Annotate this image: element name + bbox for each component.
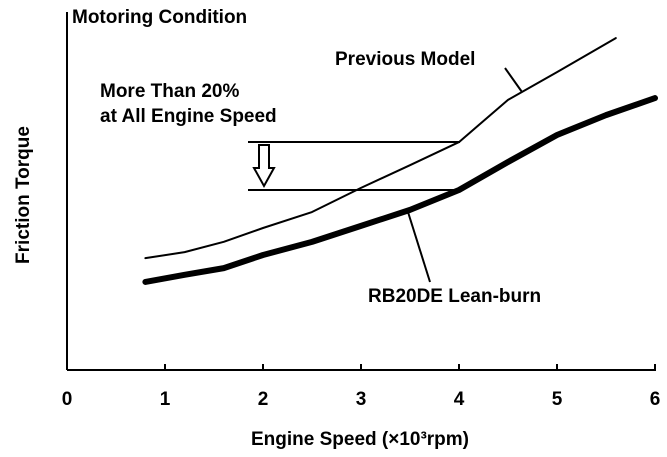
arrow [252,144,276,189]
x-axis-label: Engine Speed (×10³rpm) [251,429,469,450]
x-tick-label: 1 [160,389,171,410]
x-tick-label: 4 [454,389,465,410]
series-line [142,95,658,285]
annotation: at All Engine Speed [100,106,277,127]
x-tick-label: 2 [258,389,269,410]
leader-line [407,211,431,283]
annotation: Motoring Condition [72,7,247,28]
x-tick-label: 5 [552,389,563,410]
annotation: More Than 20% [100,81,239,102]
x-tick-label: 3 [356,389,367,410]
series-label: Previous Model [335,49,475,70]
leader-line [504,67,523,93]
x-tick-label: 0 [62,389,73,410]
y-axis-label: Friction Torque [13,126,34,264]
series-label: RB20DE Lean-burn [368,286,541,307]
x-tick-label: 6 [650,389,661,410]
series-line [144,37,617,260]
